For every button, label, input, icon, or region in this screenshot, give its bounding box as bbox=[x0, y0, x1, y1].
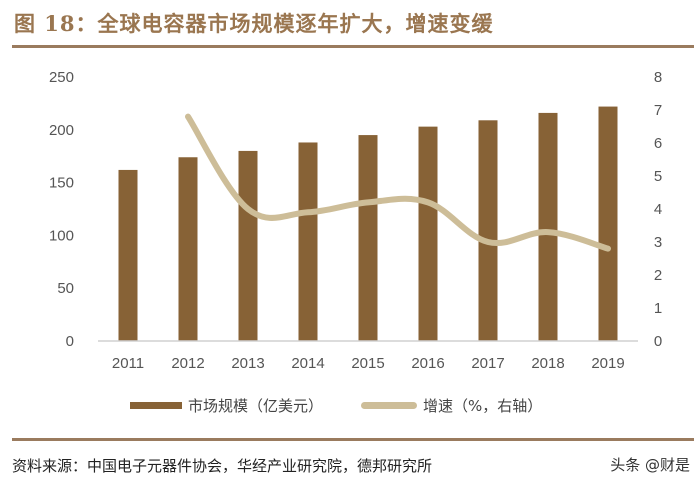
bar-2011 bbox=[118, 169, 138, 341]
x-axis-tick: 2013 bbox=[231, 355, 264, 372]
left-axis-tick: 150 bbox=[49, 175, 74, 192]
growth-line bbox=[185, 113, 611, 252]
x-axis-tick: 2017 bbox=[471, 355, 504, 372]
legend-item-market-size: 市场规模（亿美元） bbox=[130, 395, 323, 416]
watermark: 头条 @财是 bbox=[610, 456, 690, 474]
bar-2017 bbox=[478, 120, 498, 342]
x-axis-tick: 2012 bbox=[171, 355, 204, 372]
left-axis-tick: 100 bbox=[49, 227, 74, 244]
left-axis-tick: 50 bbox=[57, 280, 74, 297]
bar-2015 bbox=[358, 135, 378, 341]
right-axis-tick: 4 bbox=[654, 201, 662, 218]
right-axis-tick: 0 bbox=[654, 333, 662, 350]
right-axis-tick: 2 bbox=[654, 267, 662, 284]
right-axis-tick: 8 bbox=[654, 69, 662, 86]
x-axis-tick: 2019 bbox=[591, 355, 624, 372]
right-axis-tick: 1 bbox=[654, 300, 662, 317]
legend: 市场规模（亿美元） 增速（%，右轴） bbox=[130, 395, 580, 416]
x-axis-tick: 2014 bbox=[291, 355, 324, 372]
bar-2016 bbox=[418, 126, 438, 342]
x-axis-tick: 2016 bbox=[411, 355, 444, 372]
left-axis-tick: 250 bbox=[49, 69, 74, 86]
top-rule bbox=[12, 45, 694, 48]
legend-label-growth: 增速（%，右轴） bbox=[423, 397, 543, 415]
bottom-rule bbox=[12, 438, 694, 441]
x-axis-tick: 2011 bbox=[112, 355, 144, 372]
bar-swatch-icon bbox=[130, 402, 182, 409]
x-axis-tick: 2018 bbox=[531, 355, 564, 372]
legend-item-growth: 增速（%，右轴） bbox=[361, 395, 542, 416]
right-axis-tick: 6 bbox=[654, 135, 662, 152]
bar-2014 bbox=[298, 142, 318, 341]
chart-area: 0 50 100 150 200 250 0 1 2 3 4 5 6 7 8 2011 2012 2013 2014… bbox=[49, 69, 662, 372]
left-axis-tick: 200 bbox=[49, 122, 74, 139]
source-note: 资料来源：中国电子元器件协会，华经产业研究院，德邦研究所 bbox=[12, 457, 433, 475]
right-axis-tick: 7 bbox=[654, 102, 662, 119]
legend-label-market-size: 市场规模（亿美元） bbox=[188, 397, 324, 415]
right-axis-tick: 5 bbox=[654, 168, 662, 185]
bar-2019 bbox=[598, 106, 618, 342]
right-axis-tick: 3 bbox=[654, 234, 662, 251]
bar-2018 bbox=[538, 112, 558, 342]
x-axis-tick: 2015 bbox=[351, 355, 384, 372]
line-swatch-icon bbox=[361, 402, 418, 409]
bar-2013 bbox=[238, 150, 258, 341]
figure-title: 图 18：全球电容器市场规模逐年扩大，增速变缓 bbox=[14, 11, 494, 36]
bar-2012 bbox=[178, 157, 198, 341]
left-axis-tick: 0 bbox=[66, 333, 74, 350]
